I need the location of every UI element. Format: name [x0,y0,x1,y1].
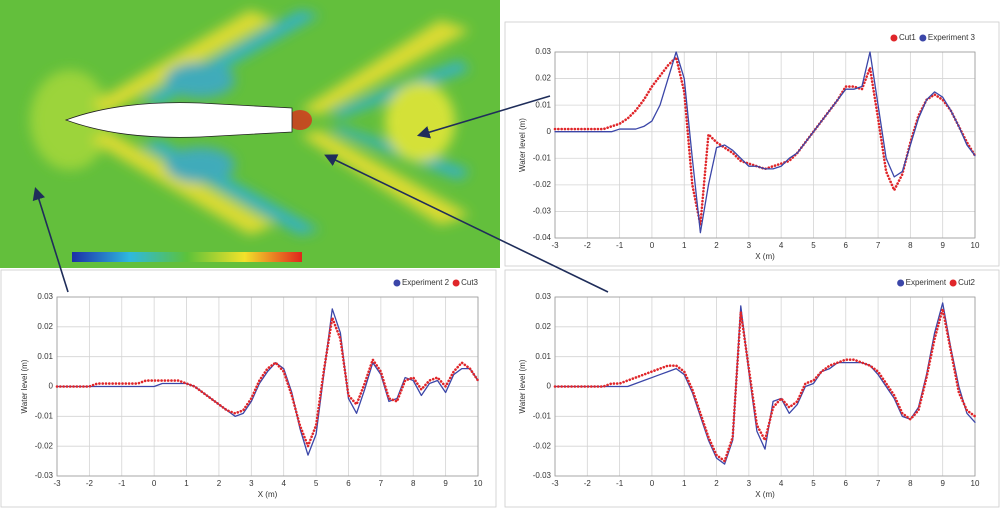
x-tick-label: 4 [779,241,784,250]
y-tick-label: -0.02 [533,441,552,450]
x-tick-label: -3 [551,479,559,488]
y-tick-label: -0.01 [533,411,552,420]
y-tick-label: 0.02 [37,322,53,331]
x-axis-label: X (m) [755,490,775,499]
plot-frame [554,51,976,239]
y-tick-label: -0.04 [533,233,552,242]
x-tick-label: 4 [281,479,286,488]
y-tick-label: -0.03 [533,207,552,216]
x-tick-label: 5 [314,479,319,488]
x-tick-label: -2 [584,241,592,250]
x-tick-label: 2 [714,241,719,250]
y-tick-label: 0.01 [37,352,53,361]
x-tick-label: 9 [940,241,945,250]
x-tick-label: -2 [86,479,94,488]
x-tick-label: 10 [474,479,483,488]
y-tick-label: 0.02 [535,322,551,331]
arrows [32,95,609,293]
x-tick-label: 7 [379,479,384,488]
y-tick-label: 0.02 [535,74,551,83]
series-line [554,51,976,234]
x-tick-label: 2 [714,479,719,488]
y-axis-label: Water level (m) [20,359,29,413]
x-tick-label: -1 [118,479,126,488]
series-line [55,316,480,448]
x-tick-label: 1 [682,479,687,488]
y-axis-label: Water level (m) [518,118,527,172]
legend-label: Cut3 [461,278,478,287]
x-tick-label: 8 [411,479,416,488]
x-tick-label: 3 [747,241,752,250]
x-tick-label: 1 [682,241,687,250]
y-axis-label: Water level (m) [518,359,527,413]
y-tick-label: -0.03 [533,471,552,480]
y-tick-label: 0.03 [535,292,551,301]
x-axis-label: X (m) [755,252,775,261]
x-tick-label: 3 [249,479,254,488]
legend-marker [890,34,898,42]
y-tick-label: 0.01 [535,100,551,109]
legend-label: Experiment [906,278,947,287]
x-tick-label: 9 [940,479,945,488]
x-tick-label: 2 [217,479,222,488]
contour-image [0,0,500,268]
legend-label: Cut2 [958,278,975,287]
x-tick-label: 6 [844,241,849,250]
y-tick-label: -0.02 [35,441,54,450]
x-tick-label: -3 [551,241,559,250]
x-tick-label: 8 [908,241,913,250]
x-tick-label: -2 [584,479,592,488]
x-tick-label: -1 [616,241,624,250]
legend-label: Experiment 3 [928,33,976,42]
x-tick-label: 1 [184,479,189,488]
x-tick-label: 6 [346,479,351,488]
y-tick-label: -0.03 [35,471,54,480]
x-tick-label: 10 [971,479,980,488]
legend-marker [393,279,401,287]
x-tick-label: -1 [616,479,624,488]
legend-marker [949,279,957,287]
x-tick-label: 5 [811,241,816,250]
legend-label: Experiment 2 [402,278,450,287]
x-tick-label: 6 [844,479,849,488]
y-tick-label: 0.03 [37,292,53,301]
y-tick-label: -0.01 [35,411,54,420]
x-tick-label: 0 [650,479,655,488]
series-line [554,302,976,465]
y-tick-label: 0 [547,382,552,391]
x-tick-label: 4 [779,479,784,488]
legend-label: Cut1 [899,33,916,42]
legend-marker [897,279,905,287]
legend-marker [919,34,927,42]
legend-marker [452,279,460,287]
x-tick-label: 0 [650,241,655,250]
x-tick-label: 7 [876,479,881,488]
x-axis-label: X (m) [258,490,278,499]
x-tick-label: -3 [53,479,61,488]
y-tick-label: 0 [49,382,54,391]
x-tick-label: 8 [908,479,913,488]
x-tick-label: 10 [971,241,980,250]
y-tick-label: -0.02 [533,180,552,189]
x-tick-label: 7 [876,241,881,250]
y-tick-label: 0.01 [535,352,551,361]
y-tick-label: -0.01 [533,153,552,162]
x-tick-label: 3 [747,479,752,488]
series-line [553,307,977,463]
x-tick-label: 5 [811,479,816,488]
x-tick-label: 9 [443,479,448,488]
y-tick-label: 0 [547,127,552,136]
x-tick-label: 0 [152,479,157,488]
y-tick-label: 0.03 [535,47,551,56]
